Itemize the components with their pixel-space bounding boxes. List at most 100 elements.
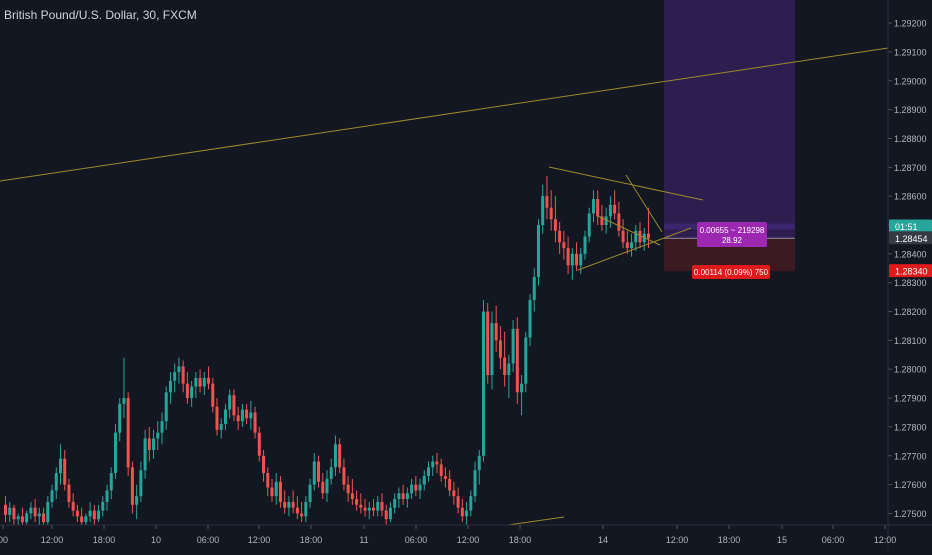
candle-body [528,300,532,338]
candle-body [92,510,96,520]
candle-body [215,406,219,430]
candle-body [566,248,570,266]
target-zone [664,0,795,239]
candle-body [156,432,160,439]
candle-body [173,372,177,381]
stop-label-box [692,265,770,279]
candle-body [634,230,638,243]
price-tick-label: 1.28000 [894,365,927,375]
candle-body [287,501,291,508]
candle-body [541,196,545,225]
candle-body [232,395,236,416]
price-tick-label: 1.28200 [894,307,927,317]
price-tick-label: 1.27800 [894,422,927,432]
inner-triangle-lower [597,215,661,246]
candle-body [266,473,270,488]
candle-body [126,398,130,468]
drawings-layer [0,47,889,526]
stop-label-text: 0.00114 (0.09%) 750 [694,268,769,277]
candle-body [109,473,113,491]
candle-body [591,199,595,214]
candle-body [75,510,79,517]
time-tick-label: 18:00 [509,535,532,545]
candle-body [355,499,359,505]
candle-body [202,377,206,387]
candle-body [58,458,62,474]
candle-body [422,475,426,485]
candle-body [452,490,456,497]
candle-body [401,493,405,500]
candle-body [570,253,574,266]
candle-body [575,253,579,266]
candle-body [372,507,376,511]
candle-body [42,513,46,523]
candle-body [646,233,650,239]
candle-body [625,242,629,249]
candle-body [414,484,418,491]
candle-body [304,501,308,517]
candle-body [439,464,443,476]
candle-body [638,230,642,243]
price-tag-label: 1.28340 [895,267,928,277]
candle-body [503,357,507,375]
candle-body [515,328,519,393]
candle-body [380,501,384,511]
candle-body [160,421,164,433]
candle-body [118,403,122,433]
candle-body [291,501,295,508]
candle-body [613,204,617,214]
candle-body [46,501,50,523]
candle-body [12,507,16,520]
time-tick-label: 10 [151,535,161,545]
price-tag [889,264,932,278]
candle-body [257,432,261,456]
price-tick-label: 1.29000 [894,76,927,86]
candle-body [283,501,287,508]
candle-body [130,467,134,505]
candle-body [511,328,515,364]
price-tick-label: 1.27900 [894,394,927,404]
price-tag [889,231,932,245]
candle-body [308,484,312,502]
price-tick-label: 1.29100 [894,47,927,57]
candle-body [418,484,422,491]
candle-body [617,213,621,231]
price-tick-label: 1.28800 [894,134,927,144]
candle-body [249,412,253,419]
candle-body [397,493,401,500]
price-tick-label: 1.28600 [894,192,927,202]
bottom-trendline [507,516,565,526]
time-tick-label: 06:00 [822,535,845,545]
time-tick-label: 00 [0,535,8,545]
candle-body [367,507,371,511]
candle-body [25,513,29,523]
candle-body [278,481,282,502]
candle-body [486,311,490,375]
candle-body [553,219,557,231]
candle-body [329,467,333,479]
candle-body [435,461,439,465]
candle-body [122,398,126,404]
time-tick-label: 06:00 [197,535,220,545]
price-tags: 01:51 1.28454 1.28340 [889,219,932,278]
price-tick-label: 1.27700 [894,451,927,461]
candle-body [600,216,604,225]
candle-body [338,444,342,468]
candle-body [143,438,147,471]
chart-title: British Pound/U.S. Dollar, 30, FXCM [4,8,197,22]
target-label-line2: 28.92 [722,236,743,245]
candle-body [139,470,143,497]
candle-body [67,484,71,502]
price-tick-label: 1.28300 [894,278,927,288]
price-tick-label: 1.28400 [894,249,927,259]
candle-body [262,455,266,474]
price-tick-label: 1.28700 [894,163,927,173]
candle-body [621,230,625,243]
candle-body [325,478,329,494]
candle-body [477,455,481,471]
candle-body [50,490,54,502]
candle-body [473,470,477,497]
